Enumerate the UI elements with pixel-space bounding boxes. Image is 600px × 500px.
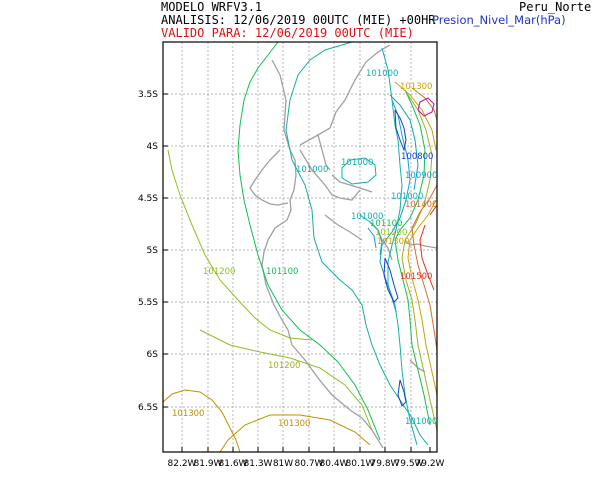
contour-label: 101200	[203, 267, 235, 277]
isobar-high-magenta	[417, 97, 435, 117]
isobar-101300-sw	[162, 389, 241, 453]
tick-marks	[163, 93, 431, 452]
isobar-101100	[237, 41, 381, 441]
isobar-101300-s	[219, 414, 371, 453]
contour-label: 101300	[172, 409, 204, 419]
x-tick-label: 81.9W	[194, 459, 223, 469]
contour-label: 100800	[401, 152, 433, 162]
x-tick-label: 79.2W	[416, 459, 445, 469]
contour-label: 101000	[405, 417, 437, 427]
contour-label: 101100	[370, 219, 402, 229]
x-tick-label: 80.1W	[346, 459, 375, 469]
contour-label: 101200	[268, 361, 300, 371]
contour-label: 101100	[266, 267, 298, 277]
y-tick-label: 5S	[147, 246, 159, 256]
y-tick-label: 3.5S	[138, 90, 158, 100]
x-tick-labels: 82.2W 81.9W 81.6W 81.3W 81W 80.7W 80.4W …	[168, 459, 445, 469]
isobar-100800-far-south	[397, 379, 407, 407]
valid-time: VALIDO PARA: 12/06/2019 00UTC (MIE)	[161, 26, 414, 40]
isobar-101200-west	[167, 149, 313, 341]
contour-label: 101200	[375, 228, 407, 238]
x-tick-label: 80.7W	[295, 459, 324, 469]
model-title: MODELO WRFV3.1	[161, 0, 263, 14]
grid-lines	[163, 42, 437, 452]
contour-labels: 101000 101300 100800 100900 101000 10100…	[172, 69, 437, 429]
isobar-101000-west	[285, 41, 429, 446]
contour-label: 101000	[366, 69, 398, 79]
x-tick-label: 79.5W	[395, 459, 424, 469]
contour-label: 101500	[400, 272, 432, 282]
contour-label: 101400	[405, 200, 437, 210]
contour-label: 101000	[391, 192, 423, 202]
isobar-101500-b	[429, 204, 438, 216]
coastline	[249, 44, 438, 449]
isobar-101000-5s	[359, 214, 383, 256]
y-tick-label: 4.5S	[138, 194, 158, 204]
isobar-100900	[379, 99, 411, 313]
y-tick-label: 6S	[147, 350, 159, 360]
isobar-101200-s	[199, 329, 373, 431]
contour-label: 101300	[377, 237, 409, 247]
x-tick-label: 82.2W	[168, 459, 197, 469]
analysis-time: ANALISIS: 12/06/2019 00UTC (MIE) +00HR	[161, 13, 436, 27]
isobar-101200-east	[401, 94, 438, 431]
x-tick-label: 80.4W	[320, 459, 349, 469]
y-tick-labels: 3.5S 4S 4.5S 5S 5.5S 6S 6.5S	[138, 90, 158, 413]
isobar-101000-center	[341, 157, 377, 185]
isobar-101400	[411, 87, 438, 121]
isobar-100900-b	[389, 94, 419, 191]
contour-label: 101300	[400, 82, 432, 92]
isobar-101100-east	[394, 89, 431, 426]
map-frame	[162, 41, 438, 453]
isobar-100900-5s	[367, 227, 377, 249]
x-tick-label: 79.8W	[371, 459, 400, 469]
contour-label: 101000	[296, 165, 328, 175]
y-tick-label: 5.5S	[138, 298, 158, 308]
x-tick-label: 81.3W	[244, 459, 273, 469]
contour-label: 100900	[405, 171, 437, 181]
isobar-101000-east	[381, 47, 418, 446]
y-tick-label: 4S	[147, 142, 159, 152]
contour-label: 101000	[341, 158, 373, 168]
y-tick-label: 6.5S	[138, 403, 158, 413]
isobar-101300-east	[394, 81, 437, 151]
isobar-101300-east-b	[407, 199, 438, 396]
region-title: Peru_Norte	[519, 0, 592, 14]
isobar-contours	[162, 41, 438, 453]
isobar-101500	[419, 224, 435, 291]
contour-label: 101000	[351, 212, 383, 222]
isobar-100800	[394, 109, 407, 152]
variable-title: Presion_Nivel_Mar(hPa)	[432, 13, 566, 27]
isobar-100800-south	[383, 257, 399, 303]
x-tick-label: 81W	[273, 459, 293, 469]
x-tick-label: 81.6W	[219, 459, 248, 469]
isobar-101400-b	[411, 184, 438, 351]
contour-label: 101300	[278, 419, 310, 429]
